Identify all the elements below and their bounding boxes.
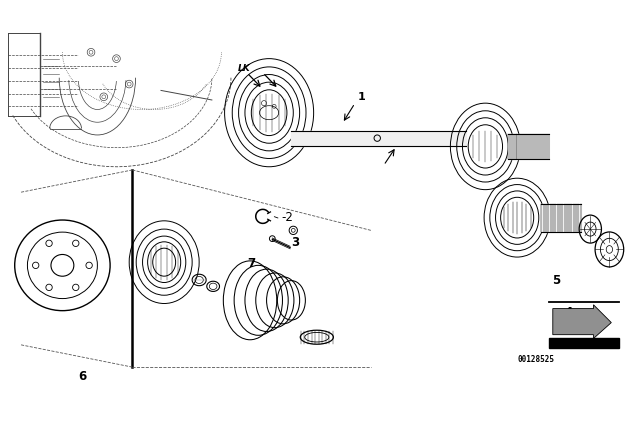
Text: 00128525: 00128525: [517, 355, 554, 364]
Text: LK: LK: [237, 65, 250, 73]
Text: -2: -2: [282, 211, 294, 224]
Text: 7: 7: [247, 257, 255, 270]
Text: 6: 6: [78, 370, 86, 383]
Polygon shape: [553, 305, 611, 339]
Polygon shape: [549, 339, 619, 348]
Text: 3: 3: [291, 236, 300, 249]
Text: 1: 1: [358, 92, 366, 102]
Text: 4: 4: [565, 306, 573, 319]
Text: 5: 5: [552, 275, 561, 288]
